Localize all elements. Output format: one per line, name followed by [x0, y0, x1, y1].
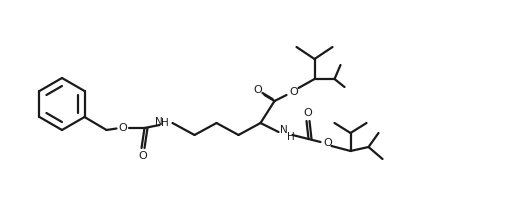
Text: O: O [138, 151, 147, 161]
Text: H: H [161, 118, 169, 128]
Text: N: N [280, 125, 287, 135]
Text: N: N [154, 117, 162, 127]
Text: O: O [303, 108, 312, 118]
Text: H: H [287, 132, 295, 142]
Text: O: O [289, 87, 298, 97]
Text: O: O [323, 138, 332, 148]
Text: O: O [118, 123, 127, 133]
Text: O: O [253, 85, 262, 95]
